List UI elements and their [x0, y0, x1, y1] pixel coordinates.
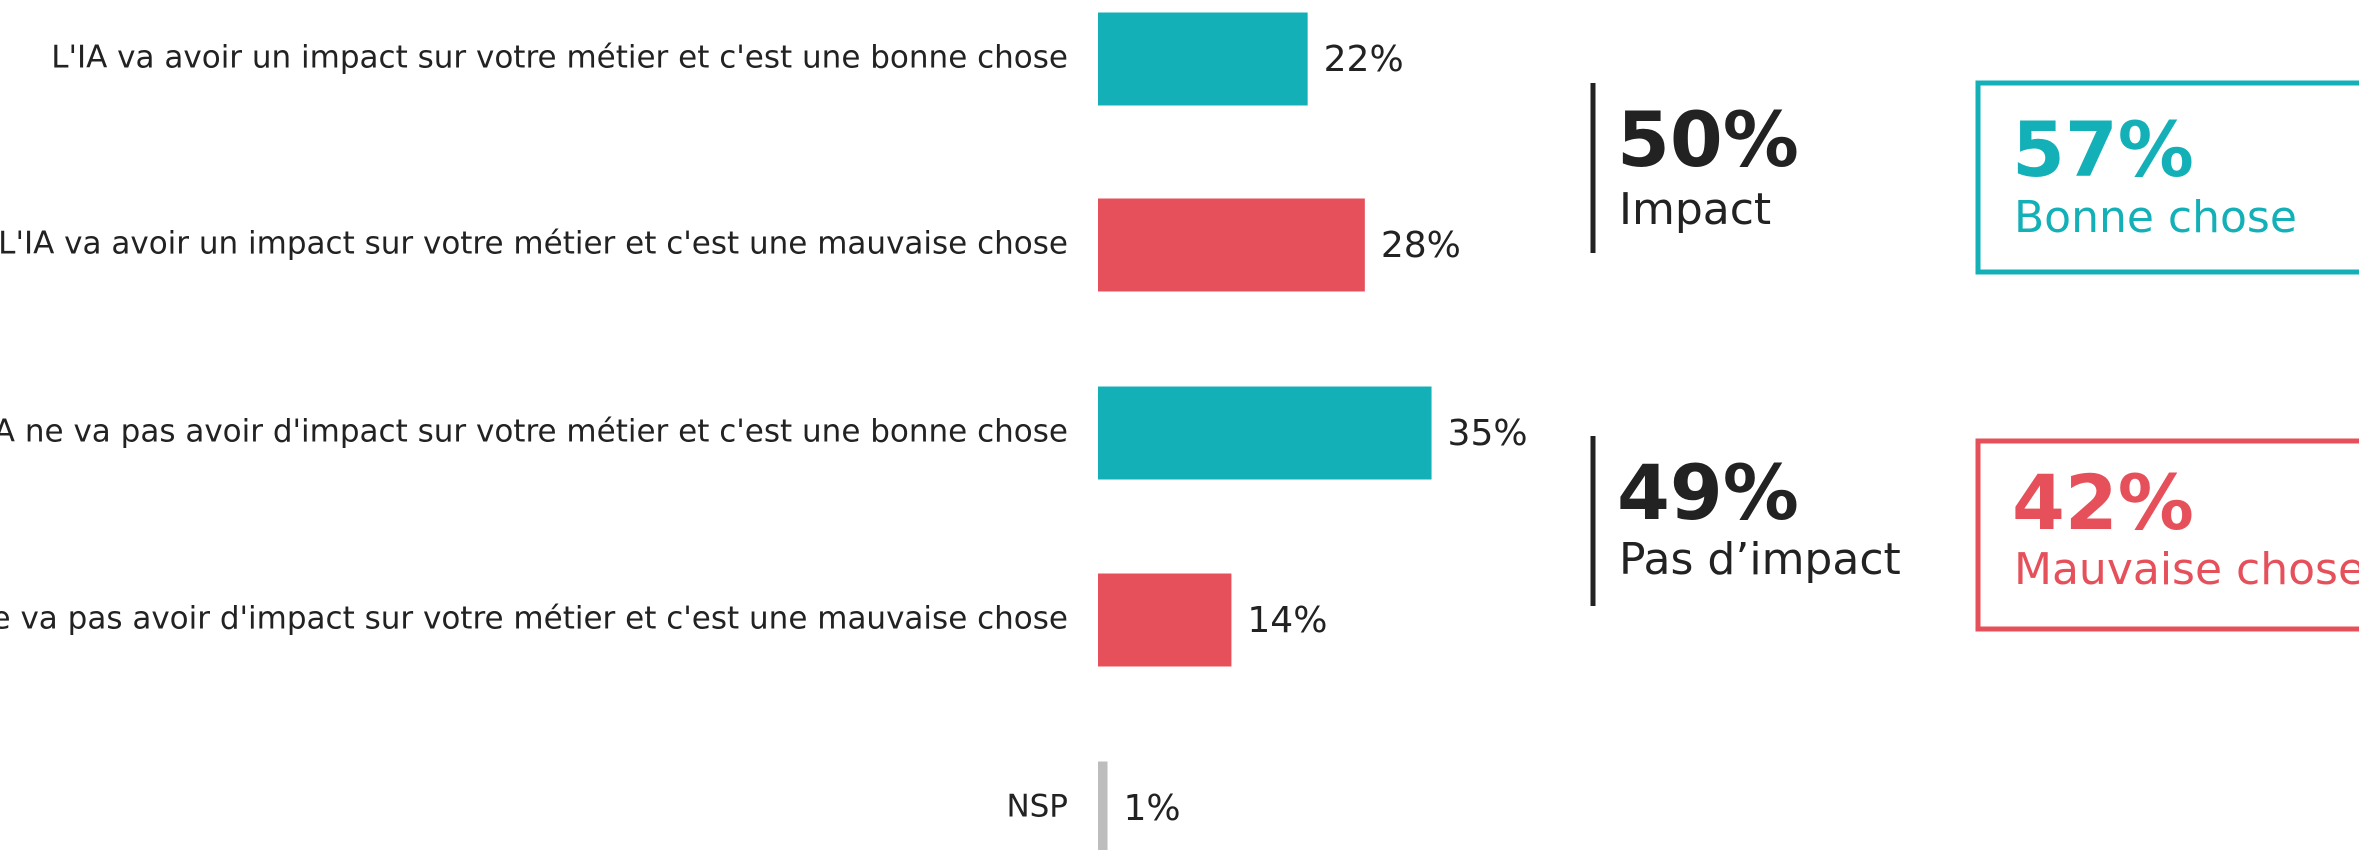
summary-label: Impact: [1619, 184, 1771, 235]
bar: [1098, 12, 1308, 106]
summary-label: Pas d’impact: [1619, 534, 1901, 585]
value-label: 22%: [1324, 39, 1404, 80]
bar: [1098, 198, 1365, 292]
box-value: 57%: [2012, 105, 2194, 194]
value-label: 1%: [1124, 788, 1181, 829]
bar: [1098, 761, 1108, 850]
value-label: 14%: [1247, 600, 1327, 641]
category-label: L'IA ne va pas avoir d'impact sur votre …: [0, 601, 1068, 637]
box-value: 42%: [2012, 458, 2194, 547]
summary-value: 49%: [1617, 448, 1799, 537]
value-label: 28%: [1381, 225, 1461, 266]
summary-box: [1975, 438, 2359, 632]
category-label: L'IA va avoir un impact sur votre métier…: [51, 40, 1068, 76]
bar: [1098, 573, 1232, 667]
box-label: Mauvaise chose: [2014, 544, 2359, 595]
bar: [1098, 386, 1432, 480]
summary-box: [1975, 80, 2359, 275]
box-label: Bonne chose: [2014, 192, 2297, 243]
value-label: 35%: [1448, 413, 1528, 454]
category-label: NSP: [1006, 789, 1068, 825]
category-label: L'IA va avoir un impact sur votre métier…: [0, 226, 1068, 262]
summary-value: 50%: [1617, 95, 1799, 184]
category-label: L'IA ne va pas avoir d'impact sur votre …: [0, 414, 1068, 450]
